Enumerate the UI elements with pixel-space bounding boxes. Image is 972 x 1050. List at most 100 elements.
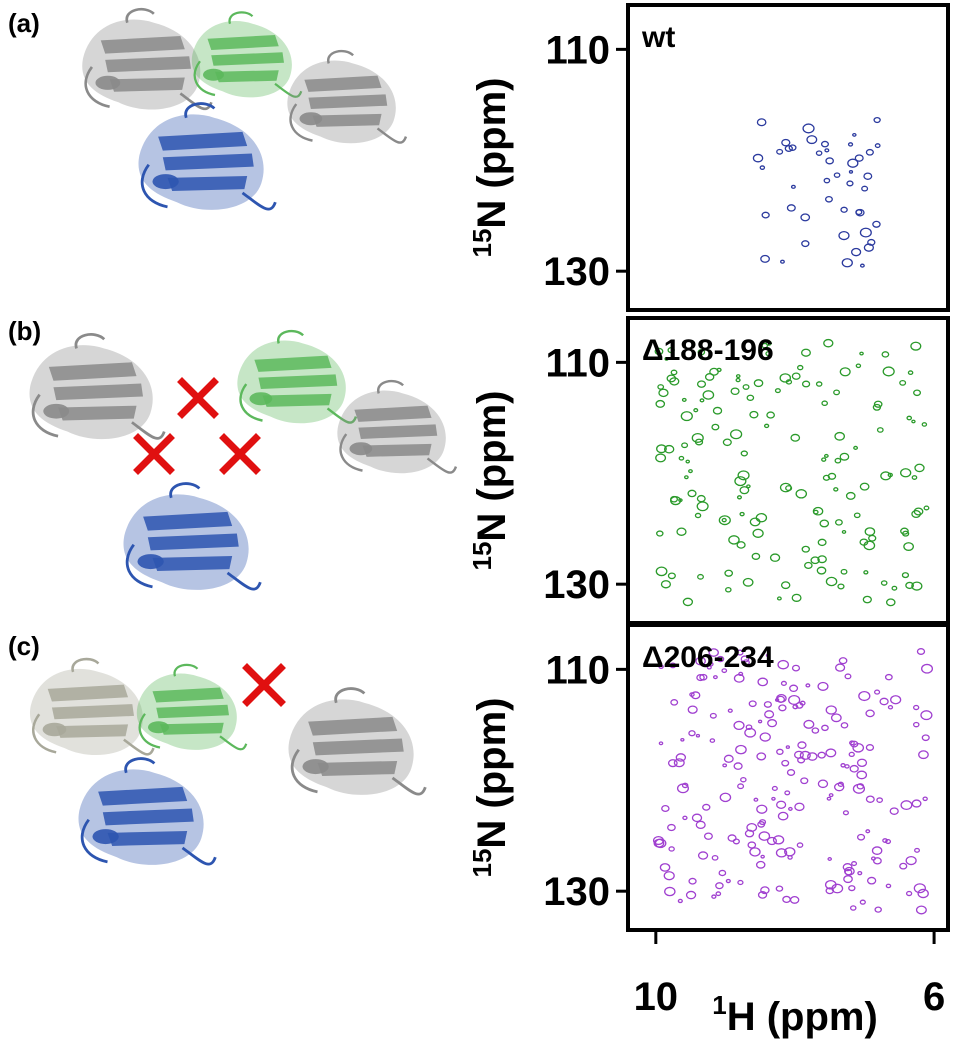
peak bbox=[691, 432, 704, 443]
peak bbox=[716, 367, 722, 373]
peak bbox=[656, 444, 667, 454]
peak bbox=[774, 698, 780, 702]
peak bbox=[688, 469, 693, 474]
peak bbox=[695, 733, 701, 738]
peak bbox=[880, 580, 888, 586]
peak bbox=[853, 445, 859, 450]
peak bbox=[663, 871, 675, 881]
peak bbox=[742, 384, 750, 390]
peak bbox=[729, 429, 743, 440]
peak bbox=[682, 597, 694, 607]
peak bbox=[659, 863, 671, 872]
peak bbox=[771, 785, 778, 791]
peak bbox=[848, 170, 854, 174]
peak bbox=[654, 347, 664, 356]
peak bbox=[876, 427, 884, 433]
peak bbox=[670, 369, 678, 376]
peak bbox=[856, 783, 865, 790]
peak bbox=[855, 208, 865, 217]
peak bbox=[859, 899, 866, 905]
peak bbox=[825, 887, 835, 895]
peak bbox=[670, 699, 679, 706]
peak bbox=[859, 482, 870, 491]
peak bbox=[834, 519, 843, 526]
peak bbox=[801, 380, 811, 388]
peak bbox=[828, 793, 834, 798]
peak bbox=[791, 593, 802, 602]
peak bbox=[739, 511, 745, 517]
peak bbox=[761, 342, 769, 349]
peak bbox=[653, 838, 665, 848]
peak bbox=[786, 204, 796, 212]
peak bbox=[766, 836, 777, 846]
peak bbox=[788, 144, 797, 151]
peak bbox=[805, 683, 811, 688]
peak bbox=[785, 379, 793, 385]
peak bbox=[756, 804, 768, 814]
peak bbox=[901, 572, 910, 579]
peak bbox=[658, 664, 664, 669]
panel-label: (c) bbox=[8, 631, 40, 661]
peak bbox=[873, 689, 881, 695]
peak bbox=[900, 800, 913, 811]
peak bbox=[751, 552, 761, 560]
peak bbox=[769, 553, 781, 562]
peak bbox=[800, 777, 809, 785]
peak bbox=[656, 530, 664, 537]
peak bbox=[855, 363, 862, 369]
peak bbox=[778, 704, 787, 712]
peak bbox=[657, 384, 665, 390]
peak bbox=[905, 890, 913, 897]
peak bbox=[841, 258, 853, 268]
peak bbox=[890, 695, 902, 705]
peak bbox=[693, 408, 699, 413]
peak bbox=[746, 823, 758, 832]
peak bbox=[681, 397, 687, 402]
peak bbox=[711, 894, 717, 899]
peak bbox=[918, 750, 929, 760]
peak bbox=[863, 540, 876, 551]
peak bbox=[789, 895, 800, 904]
peak bbox=[655, 566, 668, 577]
peak bbox=[839, 452, 850, 461]
peak bbox=[882, 838, 888, 843]
peak bbox=[781, 138, 791, 147]
peak bbox=[694, 438, 704, 446]
peak bbox=[812, 506, 824, 516]
peak bbox=[827, 857, 832, 861]
peak bbox=[721, 517, 727, 523]
peak bbox=[681, 442, 689, 449]
peak bbox=[667, 347, 675, 354]
peak bbox=[889, 807, 899, 815]
peak bbox=[859, 227, 872, 238]
peak bbox=[815, 381, 823, 387]
peak bbox=[668, 846, 675, 852]
peak bbox=[912, 721, 920, 728]
peak bbox=[747, 841, 757, 849]
peak bbox=[795, 489, 808, 499]
peak bbox=[856, 770, 868, 780]
peak bbox=[867, 238, 876, 246]
spectrum-frame bbox=[626, 623, 950, 932]
peak bbox=[790, 433, 801, 442]
peak bbox=[680, 737, 685, 742]
peak bbox=[876, 797, 884, 803]
peak bbox=[851, 861, 858, 867]
peak bbox=[843, 875, 853, 884]
peak bbox=[681, 782, 689, 789]
peak bbox=[732, 838, 740, 845]
peak bbox=[667, 572, 676, 580]
peak bbox=[715, 891, 722, 897]
peak bbox=[658, 741, 664, 746]
peak bbox=[749, 847, 761, 857]
peak bbox=[804, 561, 813, 569]
peak bbox=[719, 792, 732, 803]
peak bbox=[819, 519, 830, 528]
peak bbox=[831, 883, 844, 894]
peak bbox=[865, 148, 874, 156]
peak bbox=[746, 484, 751, 489]
peak bbox=[775, 885, 784, 892]
peak bbox=[689, 692, 695, 697]
peak bbox=[839, 367, 851, 377]
peak bbox=[872, 857, 882, 865]
